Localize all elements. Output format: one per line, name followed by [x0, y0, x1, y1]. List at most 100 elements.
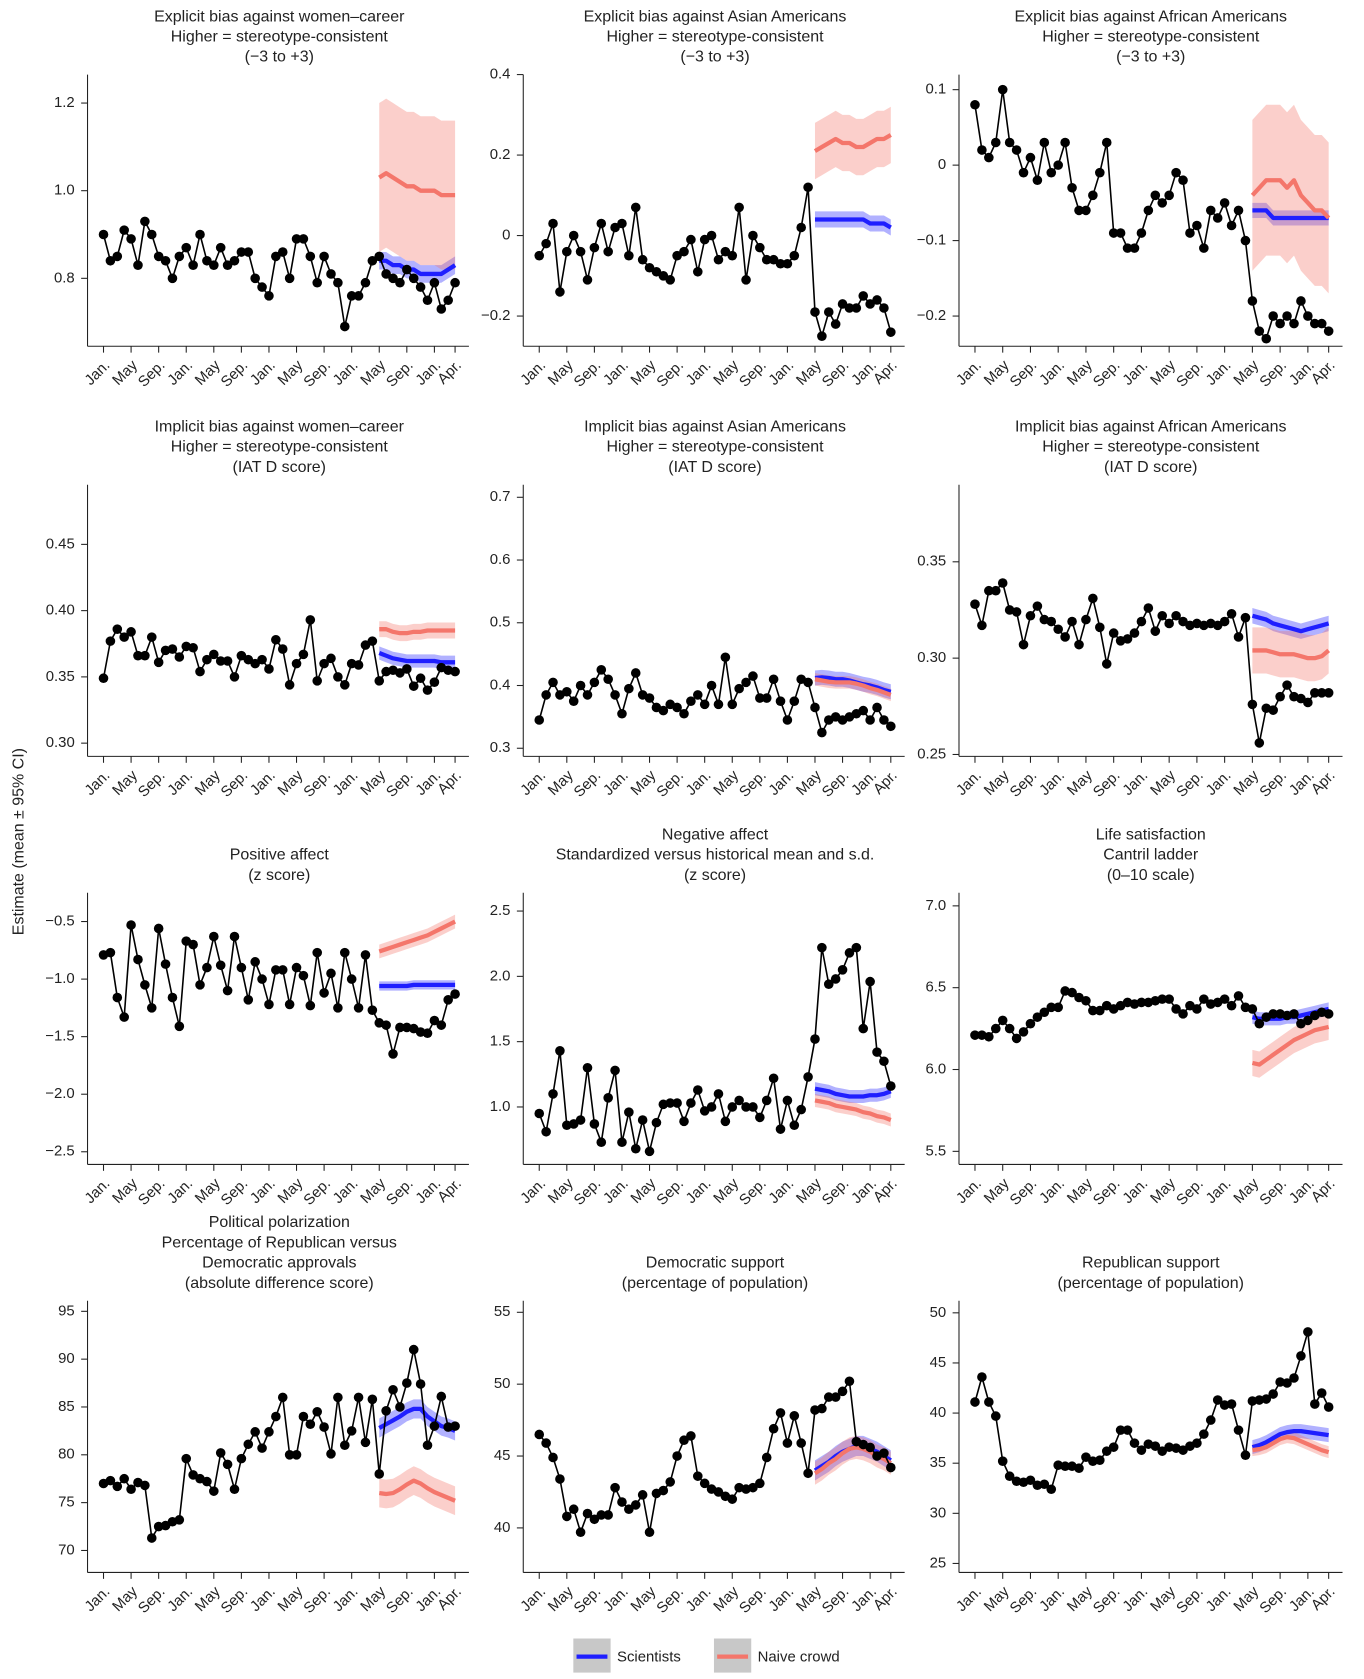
observed-line: [538, 186, 892, 337]
x-tick-label: Sep.: [1007, 1584, 1040, 1617]
data-point: [1004, 1023, 1015, 1034]
data-point: [755, 1478, 765, 1489]
data-point: [699, 1478, 710, 1489]
data-point: [748, 1102, 758, 1112]
y-tick-label: 40: [930, 1405, 947, 1421]
data-point: [796, 222, 806, 233]
x-tick-label: May: [110, 357, 142, 389]
data-point: [1025, 610, 1036, 621]
y-tick-label: 45: [930, 1355, 947, 1371]
data-point: [374, 676, 385, 686]
data-point: [126, 1484, 136, 1495]
ci-band: [814, 1082, 891, 1104]
data-point: [346, 1426, 357, 1436]
data-point: [1240, 235, 1251, 246]
data-point: [1115, 228, 1126, 238]
data-point: [402, 1378, 412, 1388]
forecast-line: [814, 217, 892, 230]
x-tick-label: Sep.: [136, 1584, 169, 1617]
data-point: [202, 962, 212, 973]
data-point: [1025, 1018, 1036, 1029]
x-tick-label: Sep.: [218, 358, 251, 391]
data-point: [1289, 1373, 1299, 1383]
data-point: [346, 291, 357, 301]
data-point: [1296, 1351, 1306, 1361]
data-point: [222, 985, 233, 996]
forecast-line: [1252, 208, 1329, 221]
data-point: [548, 218, 558, 229]
y-tick-label: 6.0: [925, 1061, 946, 1077]
data-point: [568, 1504, 579, 1515]
data-point: [1212, 1395, 1223, 1405]
x-tick-label: Sep.: [218, 1176, 251, 1209]
x-tick-label: May: [1148, 767, 1180, 799]
data-point: [1261, 333, 1272, 344]
y-tick-label: 25: [930, 1555, 947, 1571]
x-tick-label: May: [711, 767, 743, 799]
data-point: [886, 327, 896, 337]
data-point: [568, 230, 579, 241]
data-point: [215, 656, 226, 666]
y-tick-label: 1.2: [54, 95, 75, 111]
x-tick-label: Jan.: [954, 1584, 985, 1615]
forecast-line: [814, 1086, 892, 1099]
data-point: [146, 229, 157, 240]
data-point: [1143, 205, 1154, 216]
data-point: [1171, 1004, 1181, 1014]
data-point: [346, 974, 357, 984]
data-point: [589, 677, 600, 688]
data-point: [160, 959, 171, 969]
data-point: [1004, 1471, 1015, 1482]
y-tick-label: 90: [58, 1351, 75, 1367]
data-point: [422, 685, 433, 695]
forecast-line: [378, 919, 457, 954]
ci-band: [1252, 608, 1329, 639]
data-point: [1157, 1446, 1168, 1456]
x-tick-label: Sep.: [1174, 768, 1207, 801]
data-point: [858, 705, 869, 716]
data-point: [817, 942, 827, 953]
x-tick-label: Sep.: [218, 1584, 251, 1617]
chart-title: (z score): [684, 867, 746, 884]
data-point: [1316, 688, 1327, 698]
x-tick-label: May: [110, 1583, 142, 1615]
y-tick-label: −0.5: [45, 913, 74, 929]
data-point: [720, 652, 731, 663]
data-point: [1122, 1425, 1133, 1435]
data-point: [1122, 634, 1133, 644]
data-point: [679, 246, 689, 257]
data-point: [402, 264, 412, 275]
data-point: [229, 672, 240, 682]
chart-title: (percentage of population): [1058, 1275, 1244, 1292]
x-tick-label: May: [794, 357, 826, 389]
data-point: [381, 269, 391, 279]
data-point: [582, 275, 593, 285]
data-point: [789, 250, 800, 261]
x-tick-label: May: [275, 767, 307, 799]
x-tick-label: Jan.: [601, 1584, 632, 1615]
data-point: [1150, 626, 1161, 636]
data-point: [879, 715, 889, 725]
x-tick-label: May: [711, 1583, 743, 1615]
data-point: [1032, 1012, 1043, 1022]
x-tick-label: Jan.: [601, 768, 632, 799]
data-point: [243, 995, 254, 1005]
forecast-line: [1251, 1428, 1329, 1450]
chart-title: Higher = stereotype-consistent: [607, 29, 825, 46]
data-point: [1150, 190, 1161, 201]
data-point: [1303, 697, 1313, 708]
x-tick-label: Jan.: [518, 1176, 549, 1207]
data-point: [789, 1120, 800, 1131]
y-tick-label: 0.4: [490, 677, 511, 693]
data-point: [692, 1471, 703, 1481]
data-point: [1164, 994, 1174, 1004]
data-point: [1171, 167, 1181, 178]
y-tick-label: −0.2: [481, 308, 510, 324]
data-point: [1289, 318, 1299, 329]
data-point: [596, 1510, 607, 1520]
data-point: [1178, 175, 1188, 186]
data-point: [761, 693, 772, 703]
x-tick-label: Jan.: [1037, 1584, 1068, 1615]
y-tick-label: 50: [930, 1305, 947, 1321]
data-point: [617, 1137, 627, 1148]
